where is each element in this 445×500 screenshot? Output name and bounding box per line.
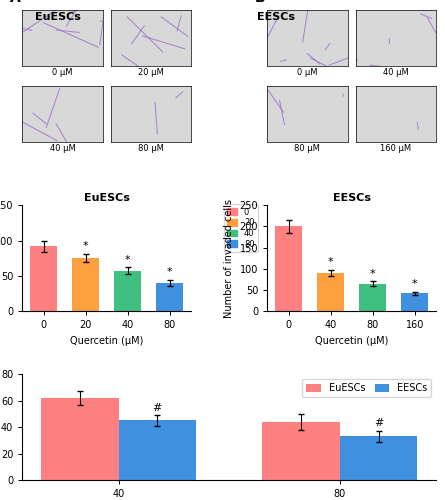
Text: *: * <box>412 279 417 289</box>
Bar <box>317 273 344 311</box>
Bar <box>72 258 99 311</box>
Text: EuESCs: EuESCs <box>35 12 81 22</box>
Text: *: * <box>83 241 89 251</box>
Bar <box>401 294 429 311</box>
X-axis label: 80 μM: 80 μM <box>295 144 320 152</box>
X-axis label: Quercetin (μM): Quercetin (μM) <box>315 336 388 345</box>
Text: A: A <box>10 0 21 4</box>
Title: EESCs: EESCs <box>333 193 371 203</box>
Text: B: B <box>255 0 266 4</box>
Text: *: * <box>167 268 173 278</box>
X-axis label: 160 μM: 160 μM <box>380 144 412 152</box>
X-axis label: Quercetin (μM): Quercetin (μM) <box>70 336 143 345</box>
Bar <box>156 283 183 311</box>
X-axis label: 0 μM: 0 μM <box>297 68 318 76</box>
X-axis label: 40 μM: 40 μM <box>383 68 409 76</box>
Bar <box>275 226 302 311</box>
Text: *: * <box>125 254 130 264</box>
Bar <box>340 436 417 480</box>
Bar <box>359 284 386 311</box>
Legend: EuESCs, EESCs: EuESCs, EESCs <box>302 379 431 397</box>
Text: *: * <box>370 268 376 278</box>
X-axis label: 0 μM: 0 μM <box>52 68 73 76</box>
X-axis label: 20 μM: 20 μM <box>138 68 164 76</box>
X-axis label: 80 μM: 80 μM <box>138 144 164 152</box>
Text: #: # <box>374 418 383 428</box>
Title: EuESCs: EuESCs <box>84 193 129 203</box>
Text: #: # <box>153 402 162 412</box>
Bar <box>263 422 340 480</box>
Text: *: * <box>328 257 333 267</box>
Bar <box>41 398 118 480</box>
Legend: 0, 20, 40, 80: 0, 20, 40, 80 <box>224 204 258 252</box>
Bar <box>118 420 196 480</box>
Bar <box>114 271 142 311</box>
Bar <box>30 246 57 311</box>
X-axis label: 40 μM: 40 μM <box>49 144 75 152</box>
Y-axis label: Number of invaded cells: Number of invaded cells <box>224 198 234 318</box>
Text: EESCs: EESCs <box>257 12 295 22</box>
